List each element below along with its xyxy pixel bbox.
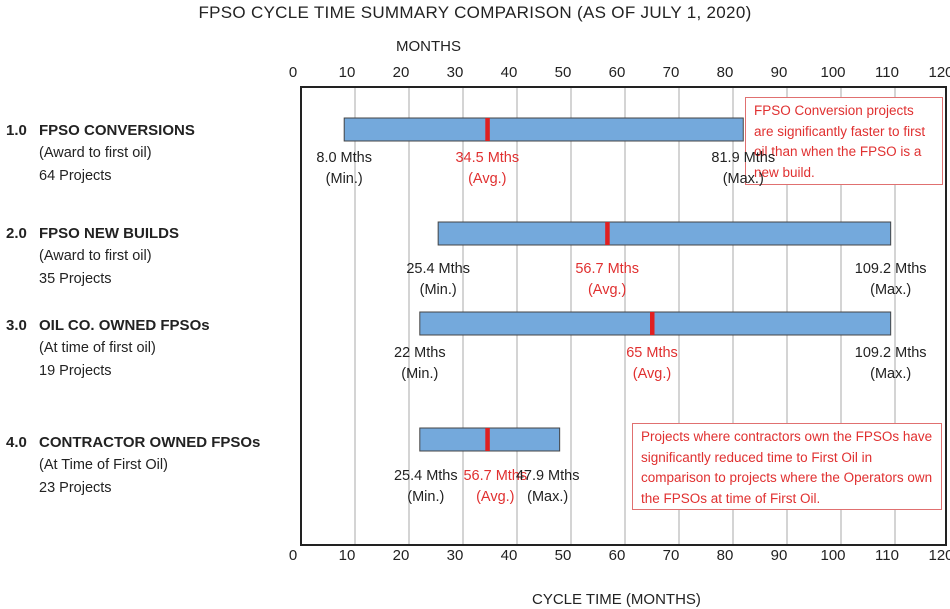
x-tick-top: 50: [554, 64, 572, 81]
average-marker: [485, 118, 490, 141]
range-bar: [437, 221, 892, 246]
x-tick-top: 110: [875, 64, 899, 81]
avg-label-tag: (Avg.): [632, 366, 672, 382]
plot-frame: [300, 86, 947, 546]
avg-label-value: 56.7 Mths: [463, 468, 528, 484]
category-count: 19 Projects: [39, 363, 112, 379]
avg-label-value: 56.7 Mths: [575, 261, 639, 277]
range-bar: [343, 117, 744, 142]
max-label-value: 109.2 Mths: [854, 345, 927, 361]
x-tick-top: 40: [500, 64, 518, 81]
x-tick-top: 120: [928, 64, 950, 81]
category-subtitle: (At time of first oil): [39, 340, 156, 356]
category-name: FPSO NEW BUILDS: [39, 225, 180, 242]
category-count: 35 Projects: [39, 271, 112, 287]
max-label-value: 109.2 Mths: [854, 261, 927, 277]
average-marker: [485, 428, 490, 451]
x-tick-bottom: 20: [392, 547, 410, 564]
min-label-value: 8.0 Mths: [316, 150, 372, 166]
min-label-value: 25.4 Mths: [406, 261, 470, 277]
x-tick-top: 90: [770, 64, 788, 81]
max-label-tag: (Max.): [870, 366, 912, 382]
avg-label-value: 65 Mths: [626, 345, 678, 361]
max-label-tag: (Max.): [527, 489, 569, 505]
x-tick-top: 30: [446, 64, 464, 81]
x-tick-top: 0: [288, 64, 298, 81]
annotation-contractor: Projects where contractors own the FPSOs…: [632, 423, 942, 510]
avg-label-tag: (Avg.): [587, 282, 627, 298]
range-bar: [419, 311, 892, 336]
category-number: 3.0: [6, 317, 27, 334]
max-label-value: 81.9 Mths: [711, 150, 776, 166]
avg-label-tag: (Avg.): [468, 171, 507, 187]
x-tick-top: 70: [662, 64, 680, 81]
min-label-tag: (Min.): [325, 171, 363, 187]
avg-label-tag: (Avg.): [476, 489, 515, 505]
min-label-tag: (Min.): [401, 366, 439, 382]
x-axis-top-label: MONTHS: [396, 38, 461, 55]
x-tick-bottom: 60: [608, 547, 626, 564]
category-subtitle: (Award to first oil): [39, 145, 152, 161]
x-tick-bottom: 40: [500, 547, 518, 564]
max-label-tag: (Max.): [722, 171, 764, 187]
max-label-value: 47.9 Mths: [515, 468, 580, 484]
x-tick-top: 10: [338, 64, 356, 81]
x-tick-bottom: 100: [820, 547, 846, 564]
x-tick-bottom: 80: [716, 547, 734, 564]
category-count: 64 Projects: [39, 168, 112, 184]
category-number: 2.0: [6, 225, 27, 242]
category-number: 4.0: [6, 434, 27, 451]
avg-label-value: 34.5 Mths: [455, 150, 520, 166]
average-marker: [605, 222, 610, 245]
x-tick-bottom: 10: [338, 547, 356, 564]
x-tick-bottom: 90: [770, 547, 788, 564]
x-tick-bottom: 70: [662, 547, 680, 564]
annotation-conversions: FPSO Conversion projects are significant…: [745, 97, 943, 185]
x-tick-bottom: 120: [928, 547, 950, 564]
category-name: OIL CO. OWNED FPSOs: [39, 317, 210, 334]
x-tick-top: 80: [716, 64, 734, 81]
x-tick-bottom: 30: [446, 547, 464, 564]
x-tick-bottom: 50: [554, 547, 572, 564]
max-label-tag: (Max.): [870, 282, 912, 298]
x-tick-top: 100: [820, 64, 846, 81]
category-count: 23 Projects: [39, 480, 112, 496]
x-tick-top: 60: [608, 64, 626, 81]
x-tick-top: 20: [392, 64, 410, 81]
x-tick-bottom: 0: [288, 547, 298, 564]
category-subtitle: (At Time of First Oil): [39, 457, 168, 473]
category-number: 1.0: [6, 122, 27, 139]
category-subtitle: (Award to first oil): [39, 248, 152, 264]
min-label-value: 22 Mths: [394, 345, 446, 361]
category-name: FPSO CONVERSIONS: [39, 122, 195, 139]
category-name: CONTRACTOR OWNED FPSOs: [39, 434, 261, 451]
x-axis-label: CYCLE TIME (MONTHS): [532, 591, 701, 608]
min-label-value: 25.4 Mths: [393, 468, 458, 484]
x-tick-bottom: 110: [875, 547, 899, 564]
chart-title: FPSO CYCLE TIME SUMMARY COMPARISON (AS O…: [198, 3, 752, 22]
min-label-tag: (Min.): [419, 282, 457, 298]
average-marker: [650, 312, 655, 335]
min-label-tag: (Min.): [407, 489, 445, 505]
